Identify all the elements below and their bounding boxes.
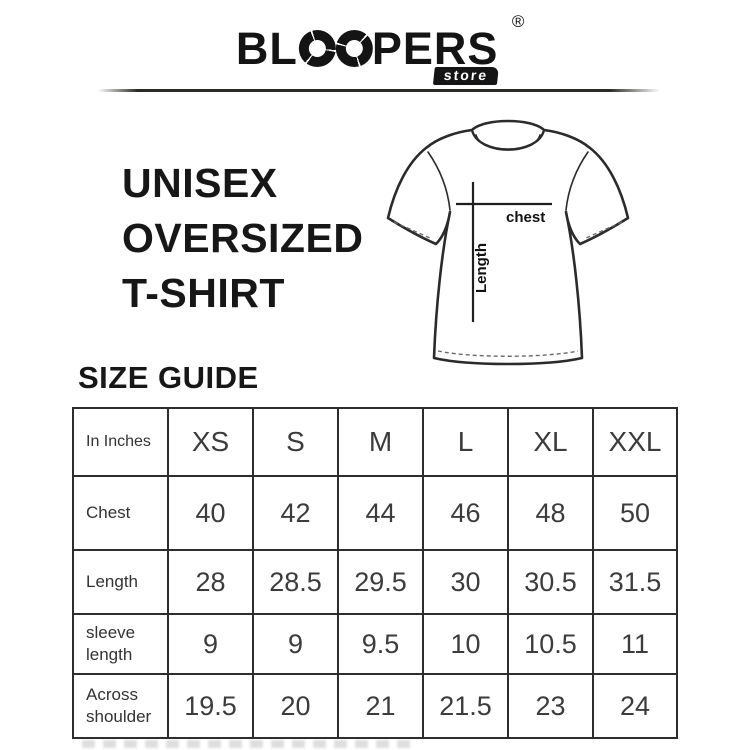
measurement-value: 48 [507,475,594,551]
measurement-value: 19.5 [167,673,254,739]
measurement-value: 10.5 [507,613,594,675]
product-title-line: T-SHIRT [122,270,285,316]
measurement-value: 40 [167,475,254,551]
size-column-header: XL [507,407,594,477]
size-column-header: L [422,407,509,477]
table-header-row: In Inches XS S M L XL XXL [72,407,678,477]
logo-o-icon [335,30,373,67]
measurement-value: 30 [422,549,509,615]
store-badge: store [433,66,500,85]
measurement-value: 11 [592,613,678,675]
brand-logo: BL PERS ® store [235,13,524,85]
measurement-value: 44 [337,475,424,551]
header-divider [98,89,660,92]
measurement-value: 21.5 [422,673,509,739]
brand-text-prefix: BL [235,23,298,74]
measurement-value: 20 [252,673,339,739]
measurement-value: 42 [252,475,339,551]
logo-o-icon [298,30,336,67]
table-row: Across shoulder 19.5 20 21 21.5 23 24 [72,673,678,739]
brand-text-suffix: PERS [371,23,499,74]
product-title-line: UNISEX [122,160,278,206]
measurement-value: 29.5 [337,549,424,615]
measurement-value: 9 [252,613,339,675]
row-label: sleeve length [72,613,169,675]
measurement-value: 46 [422,475,509,551]
size-column-header: M [337,407,424,477]
product-title-line: OVERSIZED [122,215,364,261]
measurement-value: 50 [592,475,678,551]
length-label: Length [473,243,490,293]
measurement-value: 30.5 [507,549,594,615]
measurement-value: 10 [422,613,509,675]
brand-wordmark: BL PERS ® store [235,13,524,85]
size-guide-heading: SIZE GUIDE [78,360,259,395]
row-label: Chest [72,475,169,551]
unit-header-cell: In Inches [72,407,169,477]
measurement-value: 31.5 [592,549,678,615]
product-title: UNISEX OVERSIZED T-SHIRT [122,156,363,321]
measurement-value: 9.5 [337,613,424,675]
row-label: Length [72,549,169,615]
tshirt-measurement-diagram: chest Length [366,98,652,386]
measurement-value: 21 [337,673,424,739]
registered-trademark-icon: ® [511,12,526,31]
size-guide-table: In Inches XS S M L XL XXL Chest 40 42 44… [72,407,678,739]
chest-label: chest [506,209,545,226]
measurement-value: 24 [592,673,678,739]
table-row: sleeve length 9 9 9.5 10 10.5 11 [72,613,678,675]
size-column-header: XXL [592,407,678,477]
size-column-header: S [252,407,339,477]
table-row: Chest 40 42 44 46 48 50 [72,475,678,551]
tshirt-outline-icon: chest Length [386,119,630,366]
faint-footnote-smudge [82,740,412,748]
measurement-value: 28 [167,549,254,615]
table-row: Length 28 28.5 29.5 30 30.5 31.5 [72,549,678,615]
measurement-value: 23 [507,673,594,739]
size-column-header: XS [167,407,254,477]
row-label: Across shoulder [72,673,169,739]
measurement-value: 28.5 [252,549,339,615]
measurement-value: 9 [167,613,254,675]
